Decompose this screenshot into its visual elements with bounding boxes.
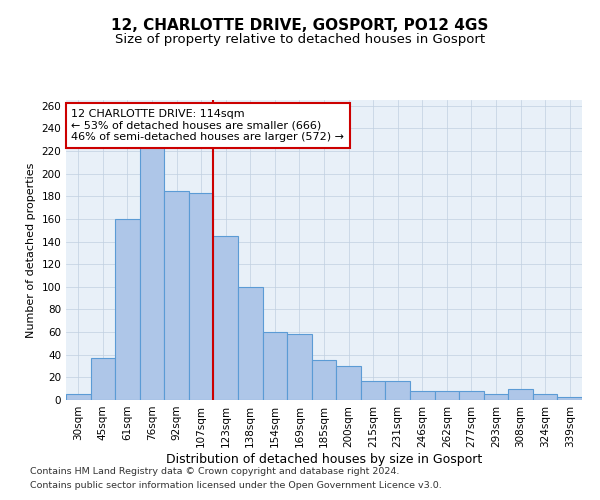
Bar [238, 287, 263, 400]
Bar [189, 193, 214, 400]
Bar [508, 388, 533, 400]
Bar [91, 358, 115, 400]
Bar [484, 394, 508, 400]
Bar [164, 190, 189, 400]
Text: 12, CHARLOTTE DRIVE, GOSPORT, PO12 4GS: 12, CHARLOTTE DRIVE, GOSPORT, PO12 4GS [112, 18, 488, 32]
Bar [312, 360, 336, 400]
Text: 12 CHARLOTTE DRIVE: 114sqm
← 53% of detached houses are smaller (666)
46% of sem: 12 CHARLOTTE DRIVE: 114sqm ← 53% of deta… [71, 109, 344, 142]
Bar [140, 140, 164, 400]
Bar [533, 394, 557, 400]
Bar [66, 394, 91, 400]
Bar [263, 332, 287, 400]
Bar [434, 391, 459, 400]
Bar [287, 334, 312, 400]
Bar [410, 391, 434, 400]
Bar [361, 381, 385, 400]
X-axis label: Distribution of detached houses by size in Gosport: Distribution of detached houses by size … [166, 452, 482, 466]
Bar [336, 366, 361, 400]
Text: Size of property relative to detached houses in Gosport: Size of property relative to detached ho… [115, 32, 485, 46]
Text: Contains public sector information licensed under the Open Government Licence v3: Contains public sector information licen… [30, 481, 442, 490]
Y-axis label: Number of detached properties: Number of detached properties [26, 162, 36, 338]
Bar [459, 391, 484, 400]
Bar [385, 381, 410, 400]
Text: Contains HM Land Registry data © Crown copyright and database right 2024.: Contains HM Land Registry data © Crown c… [30, 467, 400, 476]
Bar [557, 396, 582, 400]
Bar [214, 236, 238, 400]
Bar [115, 219, 140, 400]
